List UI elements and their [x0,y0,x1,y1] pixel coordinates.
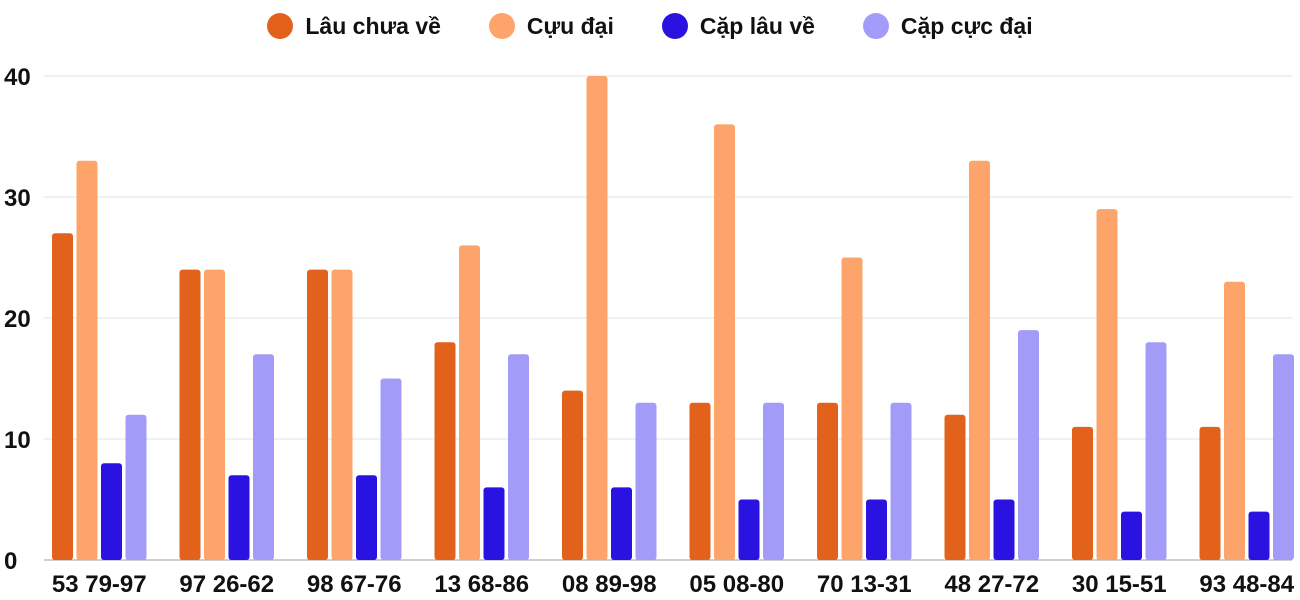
bar-0-1 [179,269,201,560]
bar-1-1 [204,269,225,560]
bar-2-6 [866,499,887,560]
legend-label-2: Cặp lâu về [699,12,815,39]
y-tick-label: 10 [4,427,31,454]
bar-0-9 [1199,426,1221,560]
legend-swatch-1 [488,13,515,39]
bar-1-2 [331,269,353,560]
bar-3-7 [1018,330,1039,560]
legend-item-3: Cặp cực đại [862,12,1033,40]
legend-swatch-2 [661,13,688,39]
bar-2-1 [228,475,250,560]
bar-0-4 [562,390,583,560]
bar-0-2 [307,269,328,560]
legend-label-1: Cựu đại [526,12,614,39]
bar-3-8 [1145,342,1167,560]
bar-3-9 [1273,354,1294,560]
x-tick-label: 13 68-86 [434,571,529,598]
y-tick-label: 40 [4,64,31,91]
bar-1-7 [969,160,990,560]
bar-1-5 [714,124,735,561]
x-tick-label: 08 89-98 [562,571,657,598]
legend-label-3: Cặp cực đại [900,12,1033,39]
bar-3-2 [380,378,402,560]
bar-1-8 [1096,209,1118,560]
x-tick-label: 70 13-31 [817,571,912,598]
x-tick-label: 05 08-80 [689,571,784,598]
bar-0-6 [817,402,838,560]
bar-3-5 [763,402,784,560]
bar-3-1 [253,354,274,560]
y-tick-label: 20 [4,306,31,333]
bar-2-7 [993,499,1015,560]
y-tick-label: 30 [4,185,31,212]
bar-2-9 [1248,511,1270,560]
bar-2-2 [356,475,377,560]
bar-0-8 [1072,426,1093,560]
bar-1-4 [586,76,608,560]
x-tick-label: 48 27-72 [944,571,1039,598]
legend-swatch-3 [862,13,889,39]
bar-2-5 [738,499,760,560]
bar-3-0 [125,414,147,560]
bar-2-4 [611,487,632,560]
bar-0-0 [52,233,73,561]
bar-1-6 [841,257,863,560]
bar-3-3 [508,354,529,560]
legend-item-1: Cựu đại [488,12,614,40]
bar-2-3 [483,487,505,560]
x-tick-label: 53 79-97 [52,571,147,598]
x-tick-label: 93 48-84 [1199,571,1294,598]
bar-3-4 [635,402,657,560]
bar-0-7 [944,414,966,560]
bar-2-8 [1121,511,1142,560]
bar-1-9 [1224,281,1245,560]
x-tick-label: 30 15-51 [1072,571,1167,598]
bar-0-3 [434,342,456,560]
x-tick-label: 97 26-62 [179,571,274,598]
bar-3-6 [890,402,912,560]
bar-0-5 [689,402,711,560]
x-tick-label: 98 67-76 [307,571,402,598]
y-tick-label: 0 [4,548,17,575]
legend-item-0: Lâu chưa về [267,13,441,40]
legend: Lâu chưa về Cựu đại Cặp lâu về Cặp cực đại [0,0,1300,52]
bar-1-3 [459,245,480,560]
bar-1-0 [76,160,98,560]
legend-item-2: Cặp lâu về [661,12,815,40]
legend-swatch-0 [267,13,294,39]
bar-2-0 [101,463,122,560]
legend-label-0: Lâu chưa về [305,12,441,39]
